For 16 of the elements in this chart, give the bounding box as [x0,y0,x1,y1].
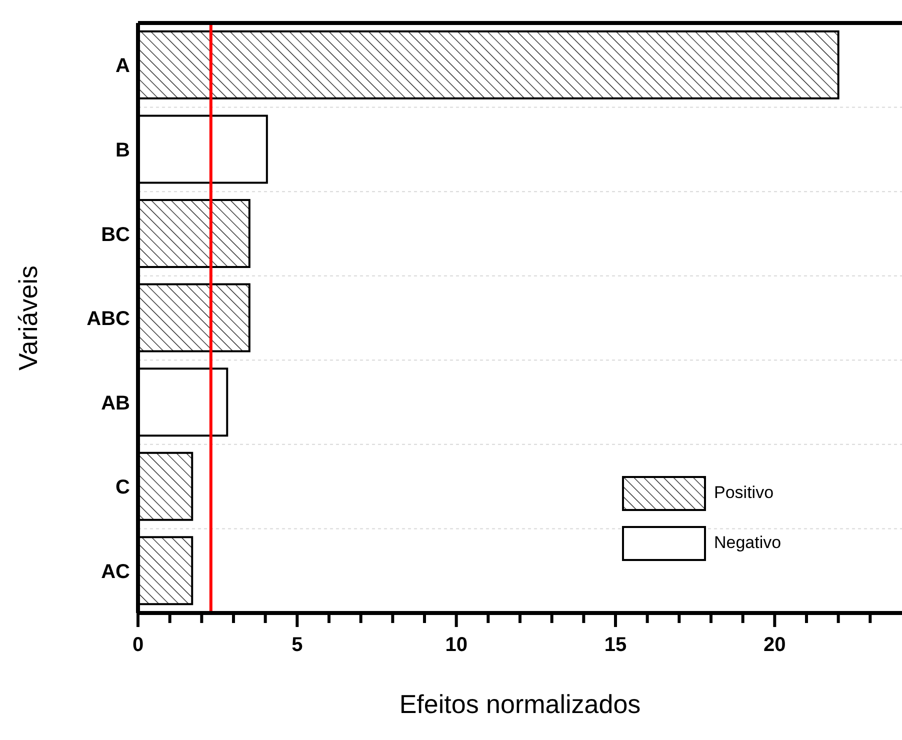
y-tick-label: BC [101,224,130,246]
x-tick-label: 10 [445,634,468,656]
x-tick-label: 0 [132,634,144,656]
y-tick-label: C [116,476,130,499]
y-tick-label: AC [101,560,130,583]
y-tick-label: B [116,140,130,162]
x-axis-title: Efeitos normalizados [399,689,641,719]
x-tick-label: 5 [292,634,303,656]
x-tick-label: 20 [764,634,786,656]
y-tick-label: ABC [86,308,130,330]
legend-label: Positivo [714,483,774,503]
x-tick-label: 15 [604,634,627,656]
legend-label: Negativo [714,533,782,553]
y-tick-label: AB [101,392,130,414]
y-tick-label: A [116,55,130,78]
y-axis-title: Variáveis [13,265,44,371]
